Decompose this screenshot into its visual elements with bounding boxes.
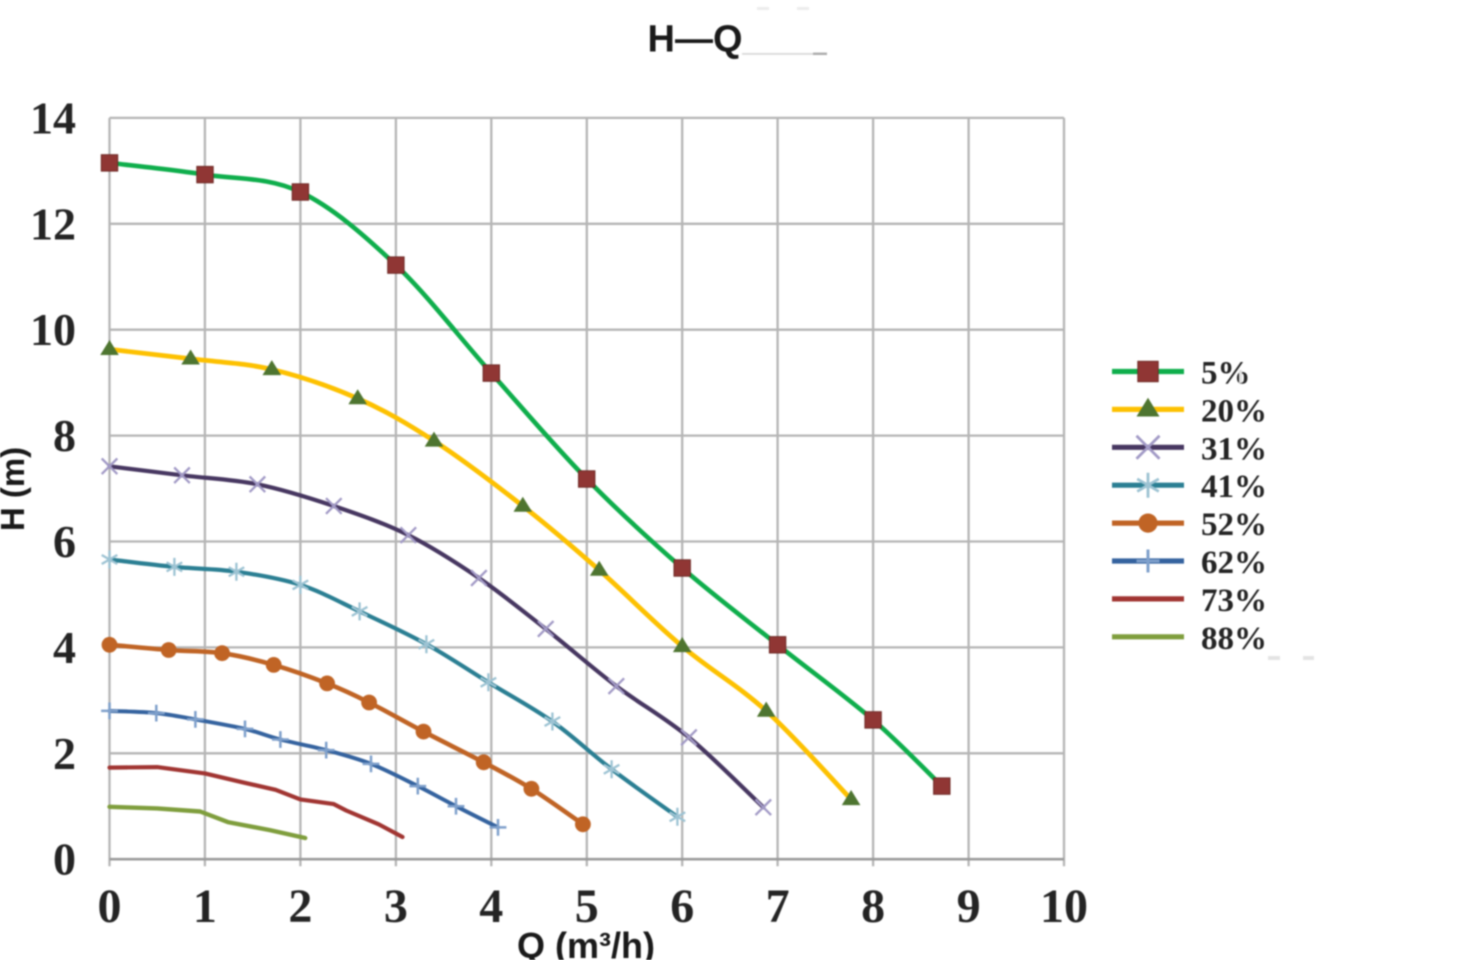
svg-text:2: 2 [53, 728, 76, 779]
svg-text:H (m): H (m) [0, 447, 31, 531]
svg-text:9: 9 [957, 880, 981, 933]
svg-text:31%: 31% [1201, 431, 1267, 467]
svg-text:20%: 20% [1201, 393, 1267, 429]
svg-text:88%: 88% [1201, 621, 1267, 657]
svg-text:7: 7 [766, 880, 790, 933]
svg-text:6: 6 [53, 516, 76, 567]
svg-text:2: 2 [288, 880, 312, 933]
svg-text:0: 0 [98, 880, 122, 933]
svg-text:8: 8 [861, 880, 885, 933]
svg-text:52%: 52% [1201, 507, 1267, 543]
svg-text:0: 0 [53, 834, 76, 885]
svg-text:10: 10 [1040, 880, 1088, 933]
svg-text:4: 4 [53, 622, 76, 673]
svg-text:1: 1 [193, 880, 217, 933]
svg-text:73%: 73% [1201, 583, 1267, 619]
svg-text:41%: 41% [1201, 469, 1267, 505]
svg-text:5%: 5% [1201, 356, 1251, 392]
svg-text:3: 3 [384, 880, 408, 933]
svg-text:12: 12 [30, 198, 76, 249]
svg-text:5: 5 [575, 880, 599, 933]
svg-text:10: 10 [30, 304, 76, 355]
svg-text:62%: 62% [1201, 545, 1267, 581]
svg-text:14: 14 [30, 92, 76, 143]
svg-text:8: 8 [53, 410, 76, 461]
svg-text:H—Q: H—Q [648, 19, 743, 61]
svg-text:6: 6 [670, 880, 694, 933]
svg-text:Q (m³/h): Q (m³/h) [517, 925, 655, 960]
svg-text:4: 4 [479, 880, 503, 933]
